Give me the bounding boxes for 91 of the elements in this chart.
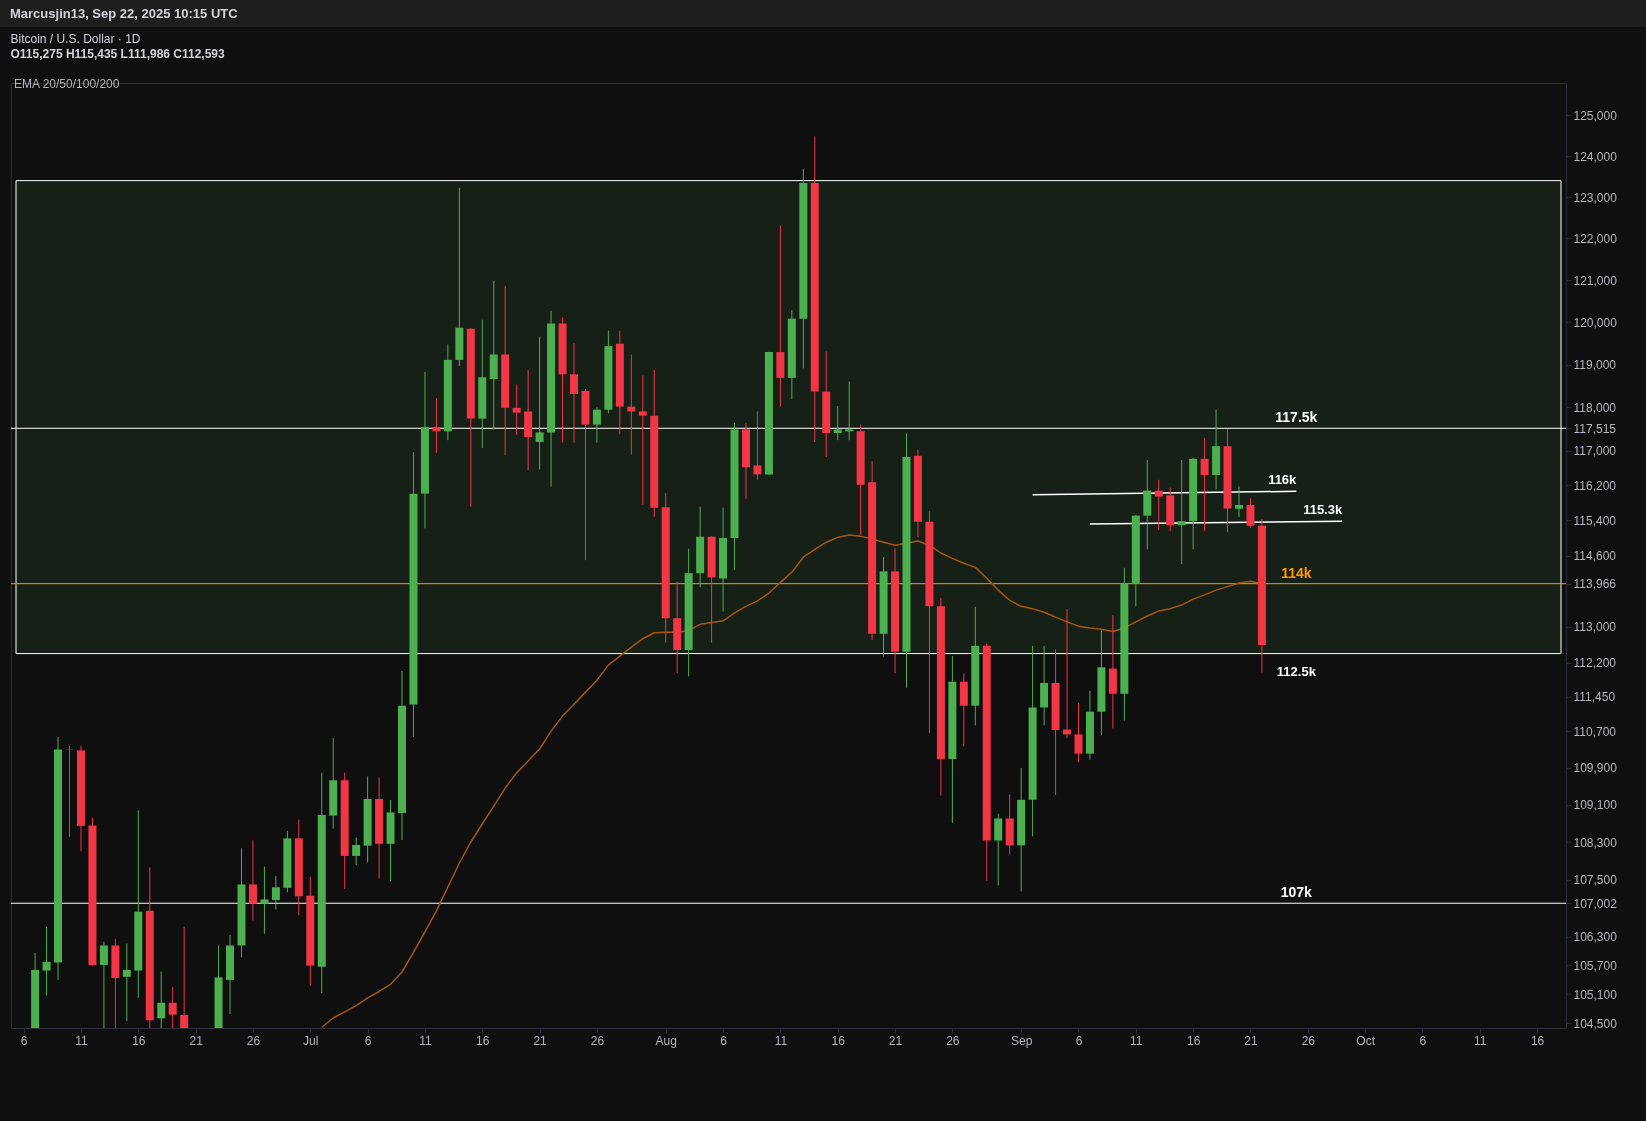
candlestick bbox=[352, 836, 361, 866]
candlestick bbox=[432, 397, 441, 454]
y-tick-label: 115,400 bbox=[1573, 513, 1617, 528]
chart-title: Bitcoin / U.S. Dollar · 1D bbox=[10, 32, 141, 46]
candlestick bbox=[638, 375, 647, 506]
x-tick-label: 6 bbox=[1419, 1033, 1427, 1048]
y-tick-label: 105,100 bbox=[1573, 987, 1618, 1002]
candlestick bbox=[1074, 702, 1083, 763]
candlestick bbox=[535, 336, 544, 471]
series-label: 115.3k bbox=[1303, 502, 1343, 518]
candlestick bbox=[1177, 459, 1186, 565]
x-tick-label: 11 bbox=[1474, 1033, 1487, 1048]
candlestick bbox=[592, 406, 601, 444]
y-tick-label: 111,450 bbox=[1573, 690, 1616, 705]
x-tick-label: Oct bbox=[1356, 1033, 1376, 1048]
candlestick bbox=[122, 943, 131, 1022]
candlestick bbox=[959, 672, 968, 747]
candlestick bbox=[42, 926, 51, 997]
x-tick-label: 26 bbox=[590, 1033, 605, 1048]
candlestick bbox=[168, 986, 177, 1029]
candlestick bbox=[994, 813, 1003, 887]
candlestick bbox=[1200, 437, 1209, 532]
x-tick-label: 16 bbox=[132, 1033, 146, 1048]
candlestick bbox=[99, 941, 108, 1029]
x-tick-label: 11 bbox=[1130, 1033, 1143, 1048]
y-tick-label: 117,000 bbox=[1573, 444, 1617, 459]
y-tick-label: 116,200 bbox=[1573, 478, 1617, 493]
annotation: EMA 20/50/100/200 bbox=[14, 77, 120, 91]
candlestick bbox=[248, 839, 257, 921]
y-tick-label: 120,000 bbox=[1573, 315, 1618, 330]
y-tick-label: 107,500 bbox=[1573, 873, 1618, 888]
y-tick-label: 121,000 bbox=[1573, 273, 1618, 288]
y-tick-label: 125,000 bbox=[1573, 108, 1618, 123]
x-tick-label: 16 bbox=[476, 1033, 490, 1048]
y-tick-label: 124,000 bbox=[1573, 149, 1618, 164]
candlestick bbox=[845, 380, 854, 441]
x-tick-label: 26 bbox=[1301, 1033, 1316, 1048]
series-label: 116k bbox=[1268, 472, 1298, 488]
x-tick-label: 26 bbox=[246, 1033, 261, 1048]
candlestick bbox=[833, 405, 842, 441]
y-tick-label: 105,700 bbox=[1573, 958, 1618, 973]
candlestick bbox=[1154, 479, 1163, 531]
y-tick-label: 113,966 bbox=[1573, 577, 1617, 592]
x-tick-label: 16 bbox=[1530, 1033, 1545, 1048]
x-tick-label: 16 bbox=[1186, 1033, 1201, 1048]
x-tick-label: 21 bbox=[1244, 1033, 1258, 1048]
x-tick-label: 6 bbox=[1075, 1033, 1083, 1048]
x-tick-label: Aug bbox=[655, 1033, 677, 1048]
y-tick-label: 118,000 bbox=[1573, 400, 1617, 415]
y-tick-label: 107,002 bbox=[1573, 896, 1618, 911]
y-tick-label: 122,000 bbox=[1573, 231, 1618, 246]
y-tick-label: 109,900 bbox=[1573, 761, 1618, 776]
candlestick bbox=[1235, 485, 1244, 518]
candlestick bbox=[157, 971, 166, 1029]
candlestick bbox=[260, 866, 269, 935]
candlestick bbox=[512, 383, 521, 436]
y-tick-label: 109,100 bbox=[1573, 798, 1618, 813]
y-tick-label: 114,600 bbox=[1573, 549, 1617, 564]
y-tick-label: 110,700 bbox=[1573, 724, 1617, 739]
x-tick-label: Sep bbox=[1010, 1033, 1033, 1048]
candlestick bbox=[753, 410, 762, 481]
x-tick-label: 6 bbox=[20, 1033, 28, 1048]
x-tick-label: 6 bbox=[364, 1033, 372, 1048]
candlestick bbox=[1246, 497, 1255, 529]
candlestick bbox=[271, 875, 280, 910]
ref-line-label: 114k bbox=[1281, 564, 1312, 581]
x-tick-label: 26 bbox=[946, 1033, 960, 1048]
x-tick-label: 11 bbox=[774, 1033, 788, 1048]
text: Marcusjin13, Sep 22, 2025 10:15 UTC bbox=[10, 6, 239, 21]
y-tick-label: 106,300 bbox=[1573, 930, 1618, 945]
x-tick-label: 6 bbox=[720, 1033, 728, 1048]
candlestick bbox=[570, 342, 578, 444]
y-tick-label: 113,000 bbox=[1573, 620, 1617, 635]
x-tick-label: 21 bbox=[888, 1033, 903, 1048]
ref-line-label: 117.5k bbox=[1275, 409, 1318, 426]
x-tick-label: 21 bbox=[189, 1033, 204, 1048]
y-tick-label: 123,000 bbox=[1573, 190, 1618, 205]
ref-line-label: 107k bbox=[1280, 884, 1313, 901]
y-tick-label: 108,300 bbox=[1573, 835, 1618, 850]
x-tick-label: 11 bbox=[75, 1033, 89, 1048]
chart-subtitle: O115,275 H115,435 L111,986 C112,593 bbox=[10, 47, 226, 61]
y-tick-label: 117,515 bbox=[1573, 421, 1617, 436]
candlestick bbox=[180, 926, 189, 1029]
y-tick-label: 112,200 bbox=[1573, 656, 1617, 671]
x-tick-label: 11 bbox=[419, 1033, 432, 1048]
y-tick-label: 119,000 bbox=[1573, 358, 1617, 373]
x-tick-label: Jul bbox=[303, 1033, 319, 1048]
band-label: 112.5k bbox=[1276, 663, 1317, 679]
y-tick-label: 104,500 bbox=[1573, 1016, 1618, 1031]
x-tick-label: 21 bbox=[533, 1033, 548, 1048]
x-tick-label: 16 bbox=[831, 1033, 846, 1048]
